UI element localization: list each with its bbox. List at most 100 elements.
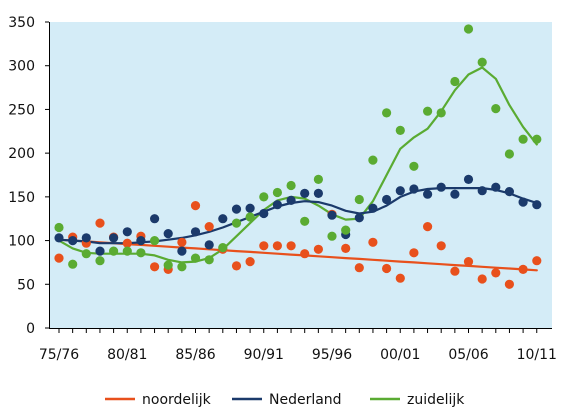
data-point-nederland <box>259 208 269 219</box>
data-point-zuidelijk <box>122 246 132 256</box>
data-point-zuidelijk <box>245 212 255 222</box>
data-point-zuidelijk <box>54 222 64 233</box>
x-tick-label: 00/01 <box>380 347 420 363</box>
data-point-nederland <box>190 227 201 237</box>
data-point-nederland <box>477 186 487 196</box>
x-tick-label: 75/76 <box>39 347 79 363</box>
data-point-zuidelijk <box>450 76 460 87</box>
data-point-nederland <box>177 246 187 256</box>
data-point-noordelijk <box>518 264 528 274</box>
data-point-nederland <box>463 174 474 184</box>
data-point-noordelijk <box>436 241 446 251</box>
y-tick-label: 200 <box>8 146 35 162</box>
data-point-zuidelijk <box>286 180 296 191</box>
data-point-nederland <box>436 182 446 192</box>
y-tick-label: 350 <box>8 15 35 31</box>
data-point-noordelijk <box>463 257 474 267</box>
x-tick-label: 85/86 <box>175 347 215 363</box>
data-point-zuidelijk <box>68 259 78 269</box>
x-tick-label: 95/96 <box>312 347 352 363</box>
data-point-noordelijk <box>382 263 392 274</box>
plot-area <box>49 22 552 328</box>
data-point-zuidelijk <box>491 104 501 114</box>
data-point-zuidelijk <box>259 192 269 202</box>
data-point-noordelijk <box>204 222 214 232</box>
data-point-noordelijk <box>54 253 64 263</box>
data-point-noordelijk <box>354 263 364 273</box>
data-point-zuidelijk <box>504 149 514 159</box>
data-point-zuidelijk <box>354 194 364 205</box>
data-point-zuidelijk <box>81 249 91 259</box>
data-point-zuidelijk <box>341 225 351 235</box>
data-point-noordelijk <box>409 248 419 258</box>
data-point-nederland <box>409 184 419 194</box>
data-point-noordelijk <box>122 238 132 248</box>
data-point-noordelijk <box>286 241 296 251</box>
data-point-nederland <box>204 240 214 250</box>
data-point-nederland <box>231 204 242 214</box>
y-tick-label: 0 <box>26 321 35 337</box>
legend-label-zuidelijk: zuidelijk <box>407 392 465 408</box>
data-point-nederland <box>532 200 542 210</box>
data-point-nederland <box>272 200 282 210</box>
data-point-noordelijk <box>450 266 460 276</box>
data-point-zuidelijk <box>436 108 446 118</box>
data-point-nederland <box>327 210 337 220</box>
y-tick-label: 50 <box>17 277 35 293</box>
data-point-zuidelijk <box>477 57 487 67</box>
data-point-nederland <box>109 233 119 243</box>
data-point-zuidelijk <box>463 24 474 34</box>
data-point-zuidelijk <box>313 174 323 184</box>
x-tick-label: 10/11 <box>517 347 557 363</box>
data-point-nederland <box>491 182 501 192</box>
data-point-zuidelijk <box>231 218 242 228</box>
data-point-noordelijk <box>231 261 242 271</box>
data-point-nederland <box>286 195 296 205</box>
data-point-zuidelijk <box>518 134 528 144</box>
data-point-nederland <box>313 188 323 198</box>
data-point-zuidelijk <box>190 253 201 263</box>
data-point-noordelijk <box>423 222 433 232</box>
data-point-nederland <box>450 189 460 199</box>
data-point-nederland <box>395 186 405 196</box>
legend-label-nederland: Nederland <box>269 392 342 408</box>
x-tick-label: 05/06 <box>448 347 488 363</box>
data-point-noordelijk <box>259 241 269 251</box>
x-tick-label: 90/91 <box>244 347 284 363</box>
data-point-noordelijk <box>245 257 255 267</box>
data-point-nederland <box>68 236 78 246</box>
data-point-noordelijk <box>177 237 187 247</box>
data-point-nederland <box>95 246 105 256</box>
data-point-noordelijk <box>395 273 405 283</box>
data-point-zuidelijk <box>163 260 173 270</box>
data-point-nederland <box>423 189 433 199</box>
data-point-noordelijk <box>272 241 282 251</box>
data-point-zuidelijk <box>409 161 419 171</box>
data-point-zuidelijk <box>109 246 119 256</box>
data-point-zuidelijk <box>382 108 392 118</box>
data-point-nederland <box>382 194 392 205</box>
data-point-zuidelijk <box>218 243 228 253</box>
data-point-noordelijk <box>368 237 378 247</box>
data-point-nederland <box>81 233 91 243</box>
data-point-noordelijk <box>150 262 160 272</box>
data-point-zuidelijk <box>532 134 542 144</box>
data-point-nederland <box>354 213 364 223</box>
y-tick-label: 150 <box>8 190 35 206</box>
data-point-noordelijk <box>300 249 310 259</box>
x-tick-label: 80/81 <box>107 347 147 363</box>
data-point-zuidelijk <box>395 125 405 135</box>
data-point-noordelijk <box>341 243 351 253</box>
data-point-noordelijk <box>95 218 105 228</box>
legend-label-noordelijk: noordelijk <box>142 392 212 408</box>
data-point-zuidelijk <box>136 248 146 258</box>
data-point-zuidelijk <box>95 256 105 266</box>
data-point-nederland <box>136 236 146 246</box>
data-point-noordelijk <box>504 279 514 289</box>
trend-line-noordelijk <box>57 238 538 272</box>
data-point-zuidelijk <box>272 187 282 198</box>
data-point-zuidelijk <box>423 106 433 116</box>
y-tick-label: 250 <box>8 102 35 118</box>
data-point-noordelijk <box>491 268 501 278</box>
